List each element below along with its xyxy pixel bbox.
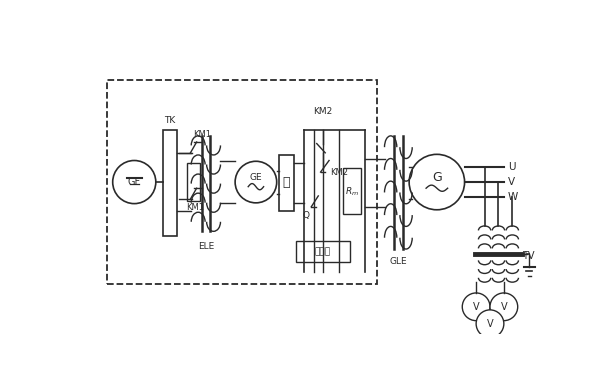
Circle shape bbox=[490, 293, 518, 321]
Bar bbox=[107, 80, 377, 284]
Text: GE: GE bbox=[250, 173, 262, 182]
Text: 本: 本 bbox=[283, 176, 290, 189]
Text: W: W bbox=[508, 192, 518, 202]
Text: ELE: ELE bbox=[198, 242, 214, 251]
Text: GLE: GLE bbox=[389, 257, 407, 266]
Text: V: V bbox=[508, 177, 515, 187]
Text: GF: GF bbox=[128, 177, 141, 187]
Text: 分流器: 分流器 bbox=[315, 247, 331, 256]
Text: V: V bbox=[473, 302, 479, 312]
Text: U: U bbox=[508, 162, 515, 172]
Text: KM1: KM1 bbox=[187, 203, 205, 212]
Bar bbox=[296, 241, 350, 262]
Text: KM2: KM2 bbox=[313, 107, 332, 116]
Circle shape bbox=[462, 293, 490, 321]
Bar bbox=[343, 168, 361, 214]
Text: V: V bbox=[500, 302, 507, 312]
Bar bbox=[163, 130, 176, 236]
Text: V: V bbox=[487, 319, 493, 329]
Text: TV: TV bbox=[521, 251, 534, 261]
Text: $R_m$: $R_m$ bbox=[345, 185, 359, 198]
Text: G: G bbox=[432, 171, 442, 184]
Bar bbox=[187, 163, 200, 201]
Text: TK: TK bbox=[164, 116, 175, 125]
Text: KM1: KM1 bbox=[194, 130, 212, 139]
Bar bbox=[279, 155, 293, 210]
Text: Q: Q bbox=[303, 210, 310, 219]
Circle shape bbox=[476, 310, 504, 338]
Text: KM2: KM2 bbox=[331, 168, 349, 177]
